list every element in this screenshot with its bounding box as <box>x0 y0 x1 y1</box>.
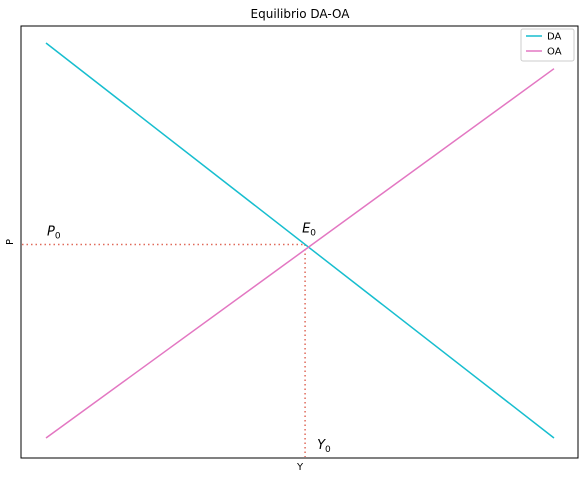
series-line-da <box>45 42 555 439</box>
annotations: P0 E0 Y0 <box>47 221 331 455</box>
p0-label: P0 <box>47 224 61 241</box>
legend-label-da: DA <box>547 32 562 43</box>
series-line-oa <box>45 68 555 439</box>
y-axis-label: P <box>5 239 16 245</box>
x-axis-label: Y <box>296 462 304 473</box>
legend[interactable]: DA OA <box>520 28 575 62</box>
y0-label: Y0 <box>317 438 331 455</box>
chart-title: Equilibrio DA-OA <box>251 7 351 21</box>
plot-area <box>20 25 579 459</box>
e0-label: E0 <box>302 221 316 238</box>
legend-box <box>520 28 575 62</box>
legend-label-oa: OA <box>547 47 562 58</box>
series-lines <box>45 42 555 439</box>
